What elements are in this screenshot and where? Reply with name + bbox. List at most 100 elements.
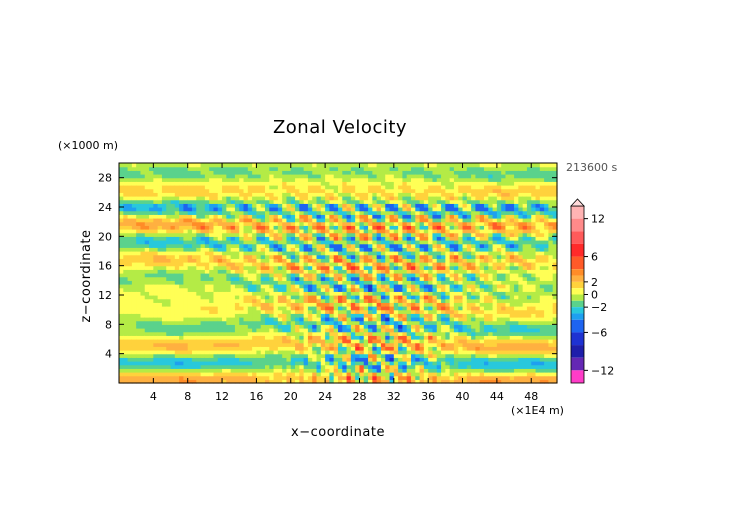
heatmap-cell <box>222 375 227 380</box>
heatmap-cell <box>149 225 154 230</box>
heatmap-cell <box>441 302 446 307</box>
heatmap-cell <box>350 313 356 318</box>
heatmap-cell <box>265 236 270 241</box>
heatmap-cell <box>166 328 172 333</box>
heatmap-cell <box>174 353 180 358</box>
heatmap-cell <box>406 218 412 223</box>
heatmap-cell <box>453 196 459 201</box>
heatmap-cell <box>385 306 391 311</box>
heatmap-cell <box>368 240 373 245</box>
heatmap-cell <box>119 379 124 384</box>
heatmap-cell <box>204 269 210 274</box>
heatmap-cell <box>372 339 378 344</box>
heatmap-cell <box>299 313 305 318</box>
heatmap-cell <box>256 170 262 175</box>
heatmap-cell <box>277 284 283 289</box>
heatmap-cell <box>192 177 197 182</box>
heatmap-cell <box>316 342 322 347</box>
heatmap-cell <box>406 368 412 373</box>
heatmap-cell <box>157 306 163 311</box>
heatmap-cell <box>131 368 137 373</box>
heatmap-cell <box>385 166 391 171</box>
heatmap-cell <box>295 295 300 300</box>
heatmap-cell <box>303 214 309 219</box>
heatmap-cell <box>355 328 361 333</box>
heatmap-cell <box>127 328 133 333</box>
heatmap-cell <box>282 199 288 204</box>
heatmap-cell <box>265 302 270 307</box>
heatmap-cell <box>316 240 322 245</box>
heatmap-cell <box>140 291 146 296</box>
heatmap-cell <box>299 317 305 322</box>
y-unit-label: (×1000 m) <box>58 139 118 152</box>
heatmap-cell <box>372 262 378 267</box>
heatmap-cell <box>252 251 258 256</box>
heatmap-cell <box>406 265 412 270</box>
heatmap-cell <box>432 258 438 263</box>
heatmap-cell <box>462 203 468 208</box>
heatmap-cell <box>419 258 425 263</box>
heatmap-cell <box>170 291 176 296</box>
heatmap-cell <box>187 280 193 285</box>
heatmap-cell <box>234 221 240 226</box>
heatmap-cell <box>131 254 137 259</box>
heatmap-cell <box>316 361 322 366</box>
heatmap-cell <box>316 207 322 212</box>
heatmap-cell <box>179 218 185 223</box>
heatmap-cell <box>153 199 159 204</box>
heatmap-cell <box>329 375 335 380</box>
heatmap-cell <box>157 273 163 278</box>
heatmap-cell <box>363 276 369 281</box>
heatmap-cell <box>436 353 442 358</box>
heatmap-cell <box>153 258 159 263</box>
heatmap-cell <box>398 331 404 336</box>
heatmap-cell <box>119 276 124 281</box>
heatmap-cell <box>471 185 477 190</box>
heatmap-cell <box>273 188 279 193</box>
heatmap-cell <box>209 174 215 179</box>
heatmap-cell <box>209 221 215 226</box>
heatmap-cell <box>432 331 438 336</box>
heatmap-cell <box>256 221 262 226</box>
heatmap-cell <box>183 320 189 325</box>
heatmap-cell <box>423 251 429 256</box>
heatmap-cell <box>161 225 167 230</box>
heatmap-cell <box>402 218 408 223</box>
heatmap-cell <box>140 353 146 358</box>
heatmap-cell <box>441 210 446 215</box>
heatmap-cell <box>428 302 434 307</box>
heatmap-cell <box>247 339 253 344</box>
heatmap-cell <box>179 254 185 259</box>
heatmap-cell <box>247 166 253 171</box>
heatmap-cell <box>393 339 399 344</box>
heatmap-cell <box>355 335 361 340</box>
heatmap-cell <box>161 166 167 171</box>
heatmap-cell <box>260 188 266 193</box>
heatmap-cell <box>282 192 288 197</box>
heatmap-cell <box>153 236 159 241</box>
heatmap-cell <box>295 188 300 193</box>
heatmap-cell <box>389 225 395 230</box>
heatmap-cell <box>415 192 421 197</box>
heatmap-cell <box>161 251 167 256</box>
heatmap-cell <box>376 251 382 256</box>
heatmap-cell <box>179 295 185 300</box>
heatmap-cell <box>161 254 167 259</box>
heatmap-cell <box>119 309 124 314</box>
heatmap-cell <box>320 375 326 380</box>
heatmap-cell <box>471 306 477 311</box>
heatmap-cell <box>170 247 176 252</box>
heatmap-cell <box>423 342 429 347</box>
heatmap-cell <box>187 243 193 248</box>
heatmap-cell <box>149 342 154 347</box>
heatmap-cell <box>239 240 245 245</box>
heatmap-cell <box>273 196 279 201</box>
heatmap-cell <box>428 357 434 362</box>
heatmap-cell <box>166 324 172 329</box>
heatmap-cell <box>226 276 232 281</box>
heatmap-cell <box>226 317 232 322</box>
heatmap-cell <box>393 324 399 329</box>
heatmap-cell <box>325 372 331 377</box>
heatmap-cell <box>325 232 331 237</box>
heatmap-cell <box>436 232 442 237</box>
